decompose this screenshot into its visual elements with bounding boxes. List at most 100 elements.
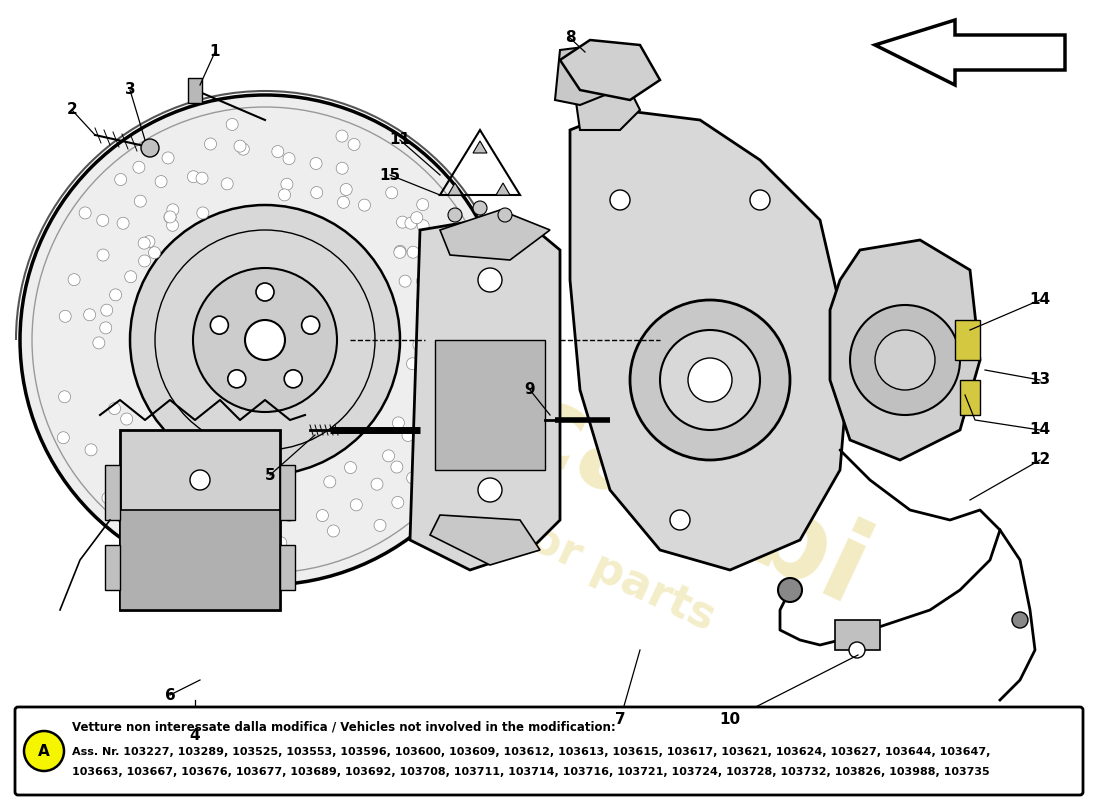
Circle shape xyxy=(278,479,290,491)
Circle shape xyxy=(167,204,179,216)
Circle shape xyxy=(102,492,114,504)
Circle shape xyxy=(189,506,201,518)
Circle shape xyxy=(317,510,329,522)
Circle shape xyxy=(100,322,112,334)
Circle shape xyxy=(443,256,455,268)
Circle shape xyxy=(166,219,178,231)
Circle shape xyxy=(101,304,112,316)
Bar xyxy=(120,510,280,610)
Circle shape xyxy=(403,430,414,442)
Circle shape xyxy=(58,390,70,402)
Circle shape xyxy=(473,381,485,393)
Circle shape xyxy=(449,244,461,256)
Circle shape xyxy=(124,270,136,282)
Text: Vetture non interessate dalla modifica / Vehicles not involved in the modificati: Vetture non interessate dalla modifica /… xyxy=(72,721,616,734)
Circle shape xyxy=(238,143,250,155)
Polygon shape xyxy=(280,465,295,520)
Circle shape xyxy=(148,246,161,258)
Circle shape xyxy=(68,274,80,286)
Circle shape xyxy=(221,178,233,190)
Circle shape xyxy=(374,519,386,531)
Circle shape xyxy=(85,444,97,456)
Text: 1985: 1985 xyxy=(707,299,854,401)
Circle shape xyxy=(141,139,160,157)
Circle shape xyxy=(630,300,790,460)
Circle shape xyxy=(114,174,126,186)
Circle shape xyxy=(431,305,442,317)
Circle shape xyxy=(415,386,427,398)
Circle shape xyxy=(390,461,403,473)
Circle shape xyxy=(197,509,209,521)
Circle shape xyxy=(393,417,405,429)
Circle shape xyxy=(205,138,217,150)
Text: 8: 8 xyxy=(564,30,575,46)
Circle shape xyxy=(310,186,322,198)
Circle shape xyxy=(178,460,190,472)
Circle shape xyxy=(688,358,732,402)
Circle shape xyxy=(1012,612,1028,628)
Circle shape xyxy=(128,478,140,490)
Circle shape xyxy=(850,305,960,415)
Circle shape xyxy=(463,294,475,306)
Circle shape xyxy=(209,474,221,486)
Circle shape xyxy=(444,382,456,394)
Circle shape xyxy=(162,152,174,164)
Circle shape xyxy=(168,478,180,490)
Circle shape xyxy=(143,236,155,248)
Text: 5: 5 xyxy=(265,467,275,482)
Text: 1: 1 xyxy=(210,45,220,59)
Text: 103663, 103667, 103676, 103677, 103689, 103692, 103708, 103711, 103714, 103716, : 103663, 103667, 103676, 103677, 103689, … xyxy=(72,767,990,777)
Circle shape xyxy=(283,153,295,165)
Circle shape xyxy=(164,211,176,223)
Circle shape xyxy=(134,195,146,207)
Circle shape xyxy=(310,158,322,170)
Circle shape xyxy=(348,138,360,150)
Circle shape xyxy=(97,214,109,226)
Circle shape xyxy=(417,220,429,232)
Circle shape xyxy=(336,130,348,142)
Circle shape xyxy=(190,470,210,490)
Circle shape xyxy=(464,289,476,301)
Text: 6: 6 xyxy=(165,687,175,702)
Text: 4: 4 xyxy=(189,727,200,742)
Circle shape xyxy=(399,275,411,287)
Circle shape xyxy=(280,178,293,190)
Text: 12: 12 xyxy=(1030,453,1050,467)
Circle shape xyxy=(214,500,225,512)
Circle shape xyxy=(130,205,400,475)
Circle shape xyxy=(478,478,502,502)
Text: 9: 9 xyxy=(525,382,536,398)
Text: passion for parts: passion for parts xyxy=(318,420,723,640)
Circle shape xyxy=(134,439,146,451)
Polygon shape xyxy=(560,40,660,100)
Circle shape xyxy=(344,462,356,474)
Circle shape xyxy=(197,470,209,482)
Circle shape xyxy=(470,342,482,354)
Circle shape xyxy=(272,146,284,158)
Circle shape xyxy=(121,413,133,425)
Bar xyxy=(955,320,980,360)
Circle shape xyxy=(223,518,234,530)
Circle shape xyxy=(610,190,630,210)
Circle shape xyxy=(187,170,199,182)
Circle shape xyxy=(394,246,406,258)
Circle shape xyxy=(79,207,91,219)
Circle shape xyxy=(670,510,690,530)
Circle shape xyxy=(301,316,320,334)
Circle shape xyxy=(24,731,64,771)
Circle shape xyxy=(84,309,96,321)
Text: 14: 14 xyxy=(1030,422,1050,438)
Polygon shape xyxy=(104,545,120,590)
Text: 11: 11 xyxy=(389,133,410,147)
Circle shape xyxy=(243,494,255,506)
Circle shape xyxy=(256,283,274,301)
Bar xyxy=(120,430,280,610)
Circle shape xyxy=(392,497,404,509)
Circle shape xyxy=(478,355,491,367)
Polygon shape xyxy=(570,50,640,130)
Circle shape xyxy=(228,370,245,388)
Circle shape xyxy=(191,475,204,487)
Text: 3: 3 xyxy=(124,82,135,98)
Circle shape xyxy=(284,370,302,388)
Circle shape xyxy=(441,454,453,466)
